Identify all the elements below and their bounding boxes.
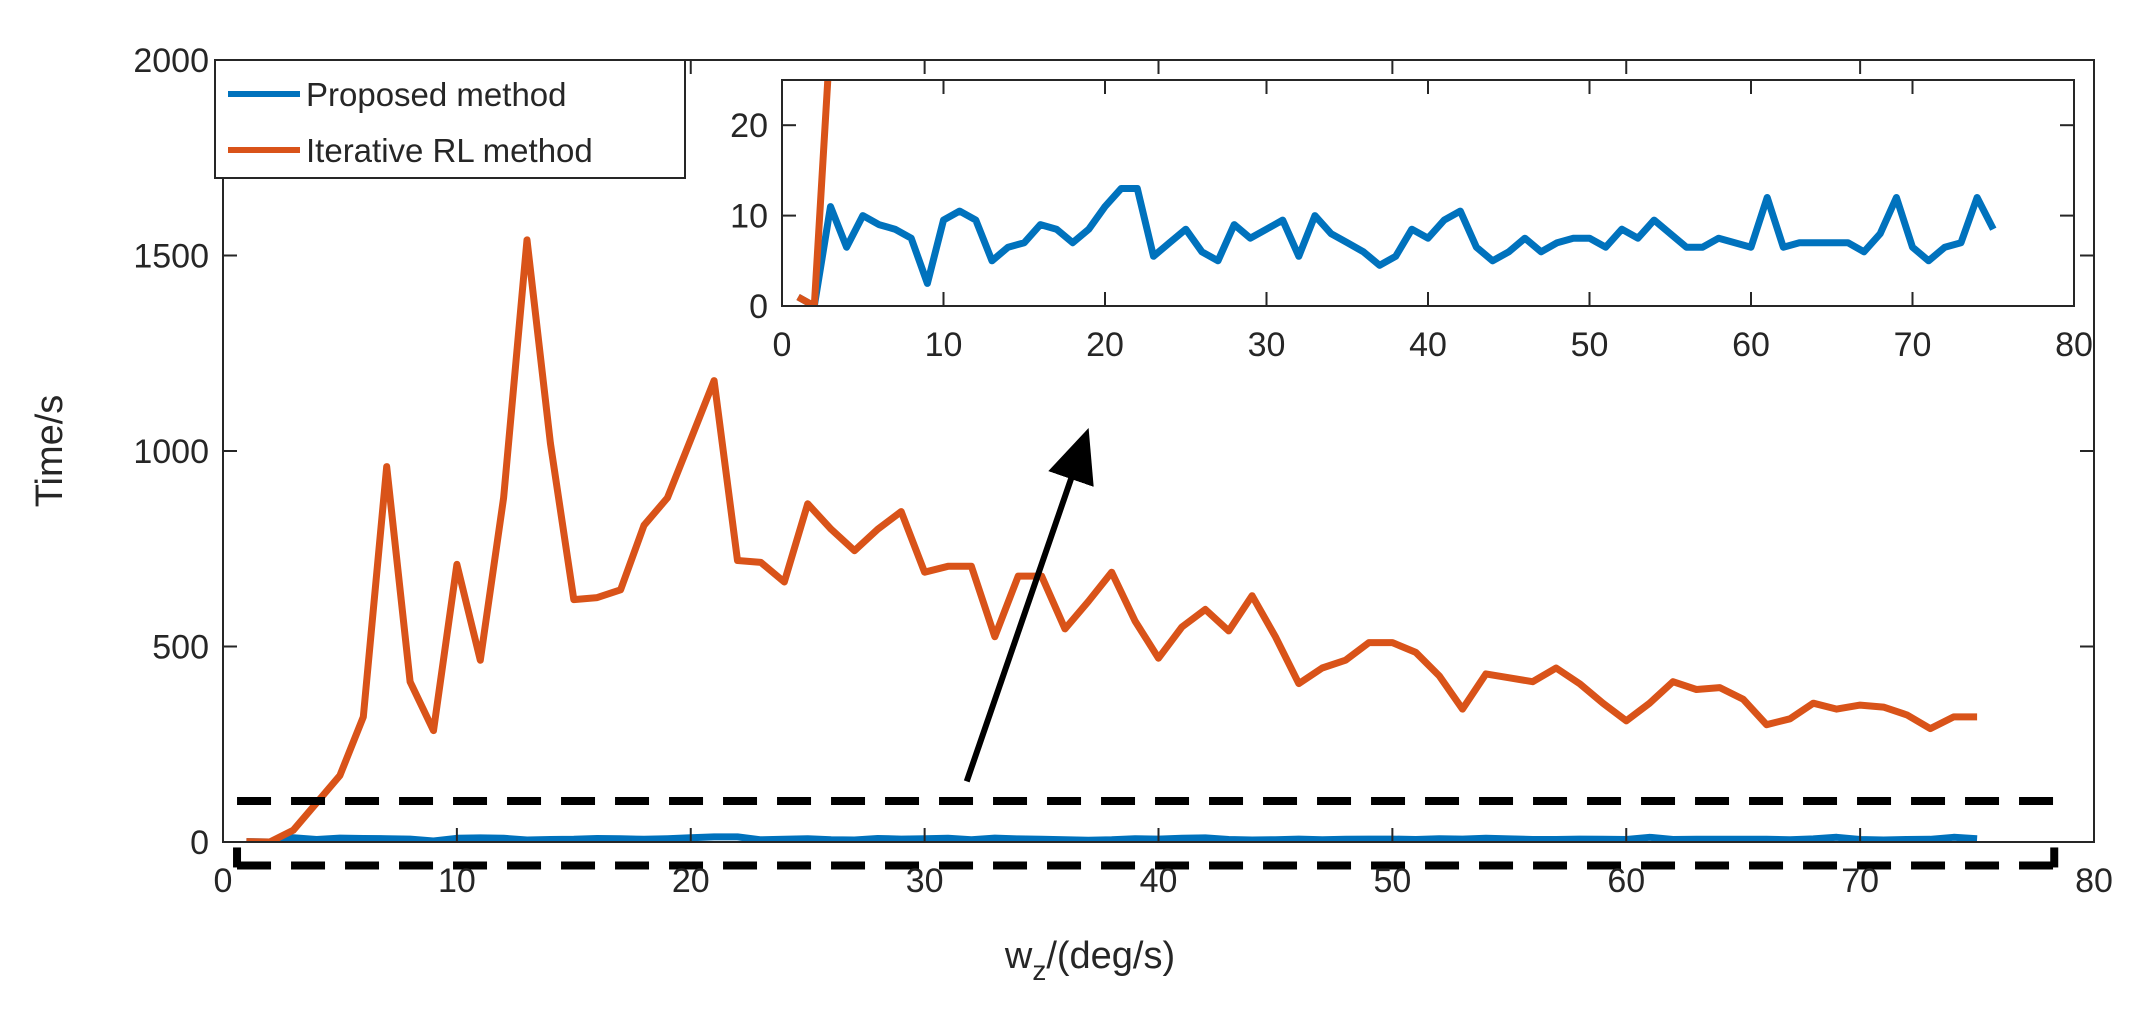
legend: Proposed method Iterative RL method <box>214 59 686 179</box>
inset-background <box>782 80 2074 306</box>
inset-y-tick-label: 20 <box>730 107 768 145</box>
inset-x-tick-label: 40 <box>1409 326 1447 364</box>
inset-x-tick-label: 60 <box>1732 326 1770 364</box>
zoom-arrow <box>963 427 1094 783</box>
main-x-tick-label: 40 <box>1140 862 1178 900</box>
main-annotations <box>233 427 2059 870</box>
x-axis-title-rest: /(deg/s) <box>1046 935 1175 977</box>
inset-series-group <box>796 80 1997 306</box>
inset-x-tick-label: 10 <box>925 326 963 364</box>
main-x-tick-label: 30 <box>906 862 944 900</box>
main-y-tick-label: 0 <box>190 824 209 862</box>
inset-series-line-proposed <box>796 185 1997 306</box>
inset-x-tick-label: 50 <box>1571 326 1609 364</box>
y-axis-title: Time/s <box>29 395 71 508</box>
main-y-tick-label: 1000 <box>133 433 209 471</box>
inset-y-tick-label: 10 <box>730 198 768 236</box>
main-y-tick-label: 1500 <box>133 238 209 276</box>
inset-y-tick-label: 0 <box>749 288 768 326</box>
inset-y-ticks: 0 10 20 <box>730 107 2074 326</box>
x-axis-title: wz/(deg/s) <box>1004 935 1175 986</box>
main-x-tick-label: 10 <box>438 862 476 900</box>
inset-x-tick-label: 30 <box>1248 326 1286 364</box>
inset-x-ticks: 0 10 20 30 40 50 60 70 80 <box>773 80 2093 364</box>
main-series-line-proposed <box>246 833 1978 842</box>
main-x-tick-label: 80 <box>2075 862 2113 900</box>
main-y-tick-label: 2000 <box>133 42 209 80</box>
main-series-line-iterative <box>246 236 1978 842</box>
main-series-group <box>246 236 1978 842</box>
x-axis-title-main: w <box>1004 935 1033 977</box>
inset-plot: 0 10 20 30 40 50 60 70 80 0 10 20 <box>730 79 2093 364</box>
main-x-tick-label: 50 <box>1373 862 1411 900</box>
legend-label-iterative: Iterative RL method <box>306 132 593 169</box>
inset-x-tick-label: 80 <box>2055 326 2093 364</box>
main-x-tick-label: 0 <box>214 862 233 900</box>
main-x-tick-label: 70 <box>1841 862 1879 900</box>
main-x-tick-label: 60 <box>1607 862 1645 900</box>
legend-box <box>214 59 686 179</box>
legend-label-proposed: Proposed method <box>306 76 567 113</box>
inset-x-tick-label: 70 <box>1894 326 1932 364</box>
inset-x-tick-label: 20 <box>1086 326 1124 364</box>
main-y-tick-label: 500 <box>152 629 209 667</box>
main-x-tick-label: 20 <box>672 862 710 900</box>
main-x-ticks: 0 10 20 30 40 50 60 70 80 <box>214 60 2113 900</box>
x-axis-title-subscript: z <box>1032 955 1046 986</box>
inset-x-tick-label: 0 <box>773 326 792 364</box>
